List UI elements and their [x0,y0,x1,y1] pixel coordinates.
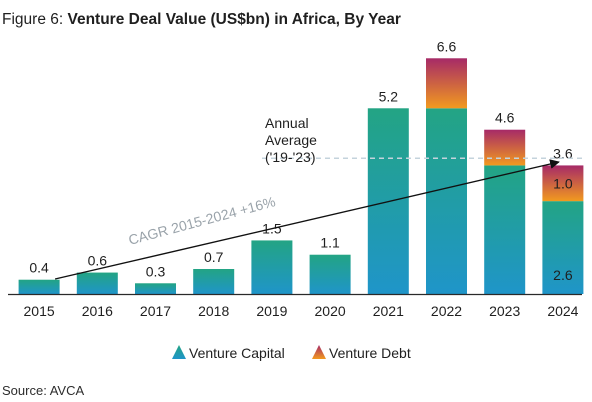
total-label-2015: 0.4 [29,260,49,276]
segment-label-venture-debt-2024: 1.0 [553,175,573,191]
total-label-2016: 0.6 [88,253,108,269]
bar-venture-debt-2023 [484,129,526,166]
legend-label-venture-debt: Venture Debt [329,345,411,361]
chart-title: Figure 6: Venture Deal Value (US$bn) in … [2,11,401,29]
cagr-trend-arrow [54,159,560,280]
bar-venture-capital-2018 [193,269,235,294]
legend-item-venture-debt: Venture Debt [312,345,411,361]
legend-item-venture-capital: Venture Capital [172,345,285,361]
source-note: Source: AVCA [2,383,85,398]
x-tick-label-2018: 2018 [198,303,229,319]
x-tick-label-2022: 2022 [431,303,462,319]
bar-venture-debt-2024 [542,165,584,202]
x-tick-label-2019: 2019 [256,303,287,319]
bar-venture-capital-2020 [309,254,351,294]
legend: Venture Capital Venture Debt [172,345,411,361]
bar-venture-capital-2023 [484,165,526,294]
bar-venture-capital-2019 [251,240,293,294]
total-label-2021: 5.2 [379,88,399,104]
total-label-2020: 1.1 [320,235,340,251]
annual-average-label: Annual Average ('19-'23) [265,115,317,165]
total-label-2022: 6.6 [437,38,457,54]
figure-label: Figure 6: [2,11,64,28]
x-tick-label-2017: 2017 [140,303,171,319]
bar-venture-capital-2024 [542,201,584,294]
x-tick-label-2015: 2015 [24,303,55,319]
labels-layer: 0.420150.620160.320170.720181.520191.120… [24,38,579,319]
legend-swatch-venture-debt [312,345,326,359]
bar-venture-debt-2022 [426,58,467,109]
total-label-2023: 4.6 [495,110,515,126]
bar-venture-capital-2022 [426,108,467,295]
legend-label-venture-capital: Venture Capital [189,345,285,361]
total-label-2017: 0.3 [146,263,166,279]
bar-venture-capital-2016 [76,272,118,294]
x-tick-label-2021: 2021 [373,303,404,319]
bar-venture-capital-2015 [18,279,60,294]
x-tick-label-2023: 2023 [489,303,520,319]
x-tick-label-2024: 2024 [547,303,578,319]
cagr-label: CAGR 2015-2024 +16% [127,193,277,248]
bar-venture-capital-2017 [135,283,176,294]
total-label-2024: 3.6 [553,145,573,161]
x-tick-label-2020: 2020 [315,303,346,319]
title-text: Venture Deal Value (US$bn) in Africa, By… [67,11,401,28]
segment-label-venture-capital-2024: 2.6 [553,267,573,283]
x-tick-label-2016: 2016 [82,303,113,319]
total-label-2018: 0.7 [204,249,224,265]
legend-swatch-venture-capital [172,345,186,359]
